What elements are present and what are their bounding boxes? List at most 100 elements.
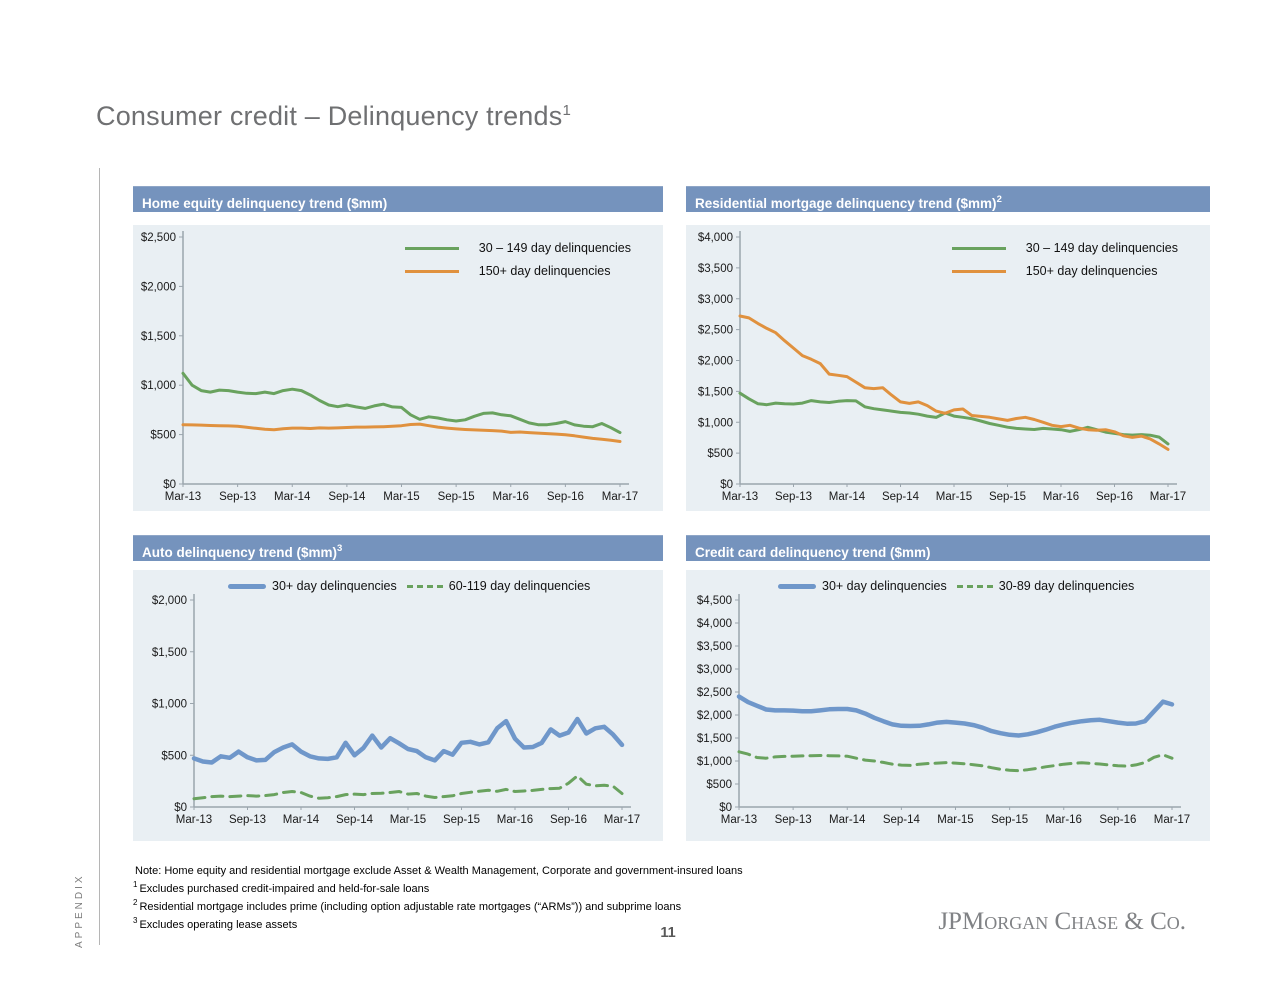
- series-line-orange: [738, 314, 1170, 451]
- x-tick-label: Sep-13: [229, 814, 266, 826]
- x-tick-label: Mar-15: [936, 491, 972, 503]
- chart-title: Home equity delinquency trend ($mm): [142, 195, 388, 211]
- legend-item: 30 – 149 day delinquencies: [951, 241, 1178, 255]
- y-tick-label: $1,500: [697, 733, 732, 745]
- legend-item: 150+ day delinquencies: [404, 264, 631, 278]
- footnote-superscript: 2: [133, 898, 138, 908]
- page-title-superscript: 1: [562, 102, 571, 119]
- legend-auto: 30+ day delinquencies 60-119 day delinque…: [228, 579, 590, 593]
- chart-canvas-home-equity: $0 $500 $1,000 $1,500 $2,000 $2,500 Mar-13 Sep-…: [141, 231, 638, 503]
- series-line-blue: [736, 694, 1175, 738]
- y-tick-label: $1,000: [141, 380, 176, 392]
- y-tick-label: $1,500: [698, 386, 733, 398]
- x-tick-label: Mar-17: [602, 491, 638, 503]
- x-tick-label: Sep-13: [775, 814, 812, 826]
- legend-item: 60-119 day delinquencies: [406, 579, 591, 593]
- y-tick-label: $2,500: [141, 232, 176, 244]
- left-divider-line: [99, 168, 100, 945]
- chart-title-superscript: 3: [337, 543, 343, 554]
- x-tick-label: Mar-15: [390, 814, 426, 826]
- chart-canvas-credit-card: $0 $500 $1,000 $1,500 $2,000 $2,500 $3,000 $3,5…: [697, 594, 1190, 826]
- y-tick-label: $1,500: [152, 647, 187, 659]
- x-tick-label: Mar-14: [274, 491, 311, 503]
- legend-swatch-orange: [404, 269, 459, 273]
- x-tick-label: Mar-17: [1150, 491, 1186, 503]
- y-tick-label: $4,500: [697, 595, 732, 607]
- y-tick-label: $1,000: [698, 417, 733, 429]
- chart-credit-card: 30+ day delinquencies 30-89 day delinquen…: [686, 570, 1210, 841]
- x-tick-label: Mar-16: [497, 814, 533, 826]
- legend-item: 30+ day delinquencies: [228, 579, 397, 593]
- legend-label: 30+ day delinquencies: [822, 579, 947, 593]
- x-tick-label: Mar-14: [283, 814, 320, 826]
- legend-label: 150+ day delinquencies: [1025, 264, 1158, 278]
- x-tick-label: Mar-16: [1046, 814, 1082, 826]
- y-tick-label: $1,500: [141, 331, 176, 343]
- y-tick-label: $3,500: [697, 641, 732, 653]
- legend-label: 30-89 day delinquencies: [998, 579, 1135, 593]
- x-tick-label: Sep-16: [550, 814, 587, 826]
- x-tick-label: Mar-14: [829, 814, 866, 826]
- legend-residential-mortgage: 30 – 149 day delinquencies 150+ day delin…: [951, 241, 1178, 278]
- footnote-superscript: 1: [133, 880, 138, 890]
- series-line-green: [737, 750, 1174, 773]
- legend-item: 30+ day delinquencies: [778, 579, 947, 593]
- x-tick-label: Sep-13: [775, 491, 812, 503]
- page-number: 11: [660, 925, 676, 941]
- y-tick-label: $2,000: [152, 595, 187, 607]
- y-tick-label: $1,000: [152, 699, 187, 711]
- y-tick-label: $2,000: [698, 356, 733, 368]
- chart-auto: 30+ day delinquencies 60-119 day delinque…: [133, 570, 663, 841]
- series-line-green: [192, 774, 624, 801]
- x-tick-label: Mar-13: [721, 814, 757, 826]
- y-tick-label: $2,000: [697, 710, 732, 722]
- y-tick-label: $1,000: [697, 756, 732, 768]
- x-tick-label: Mar-16: [493, 491, 529, 503]
- chart-title: Residential mortgage delinquency trend (…: [695, 195, 997, 211]
- legend-swatch-green: [406, 584, 443, 588]
- y-tick-label: $500: [707, 448, 733, 460]
- y-tick-label: $2,000: [141, 281, 176, 293]
- chart-header-credit-card: Credit card delinquency trend ($mm): [686, 535, 1210, 561]
- legend-label: 60-119 day delinquencies: [448, 579, 591, 593]
- x-tick-label: Sep-14: [328, 491, 366, 503]
- y-tick-label: $0: [719, 802, 732, 814]
- x-tick-label: Mar-13: [176, 814, 212, 826]
- legend-credit-card: 30+ day delinquencies 30-89 day delinquen…: [778, 579, 1134, 593]
- footnotes: Note: Home equity and residential mortga…: [133, 860, 743, 933]
- chart-canvas-auto: $0 $500 $1,000 $1,500 $2,000 Mar-13 Sep-13 Mar-…: [152, 594, 640, 826]
- x-tick-label: Mar-17: [604, 814, 640, 826]
- x-tick-label: Sep-14: [883, 814, 921, 826]
- y-tick-label: $500: [161, 750, 187, 762]
- footnote-3: 3 Excludes operating lease assets: [133, 914, 743, 932]
- chart-home-equity: 30 – 149 day delinquencies 150+ day delin…: [133, 225, 663, 511]
- chart-canvas-residential-mortgage: $0 $500 $1,000 $1,500 $2,000 $2,500 $3,000 $3,5…: [698, 231, 1186, 503]
- series-line-green: [181, 371, 622, 435]
- jpmorgan-chase-logo: JPMorgan Chase & Co.: [938, 908, 1186, 935]
- chart-header-auto: Auto delinquency trend ($mm)3: [133, 535, 663, 561]
- legend-item: 30-89 day delinquencies: [956, 579, 1135, 593]
- chart-header-residential-mortgage: Residential mortgage delinquency trend (…: [686, 186, 1210, 212]
- footnote-1: 1 Excludes purchased credit-impaired and …: [133, 878, 743, 896]
- y-tick-label: $2,500: [697, 687, 732, 699]
- x-tick-label: Sep-15: [443, 814, 480, 826]
- legend-label: 150+ day delinquencies: [478, 264, 611, 278]
- y-tick-label: $3,000: [698, 294, 733, 306]
- x-tick-label: Sep-16: [1099, 814, 1136, 826]
- x-tick-label: Mar-15: [937, 814, 973, 826]
- chart-header-home-equity: Home equity delinquency trend ($mm): [133, 186, 663, 212]
- x-tick-label: Sep-14: [882, 491, 920, 503]
- series-line-green: [738, 391, 1170, 446]
- x-tick-label: Sep-15: [989, 491, 1026, 503]
- y-tick-label: $4,000: [697, 618, 732, 630]
- y-tick-label: $0: [174, 802, 187, 814]
- x-tick-label: Mar-16: [1043, 491, 1079, 503]
- footnote-note: Note: Home equity and residential mortga…: [133, 860, 743, 878]
- x-tick-label: Mar-13: [722, 491, 758, 503]
- appendix-vertical-label: APPENDIX: [74, 873, 85, 948]
- legend-home-equity: 30 – 149 day delinquencies 150+ day delin…: [404, 241, 631, 278]
- series-line-blue: [191, 716, 625, 765]
- y-tick-label: $0: [720, 479, 733, 491]
- chart-title: Credit card delinquency trend ($mm): [695, 544, 931, 560]
